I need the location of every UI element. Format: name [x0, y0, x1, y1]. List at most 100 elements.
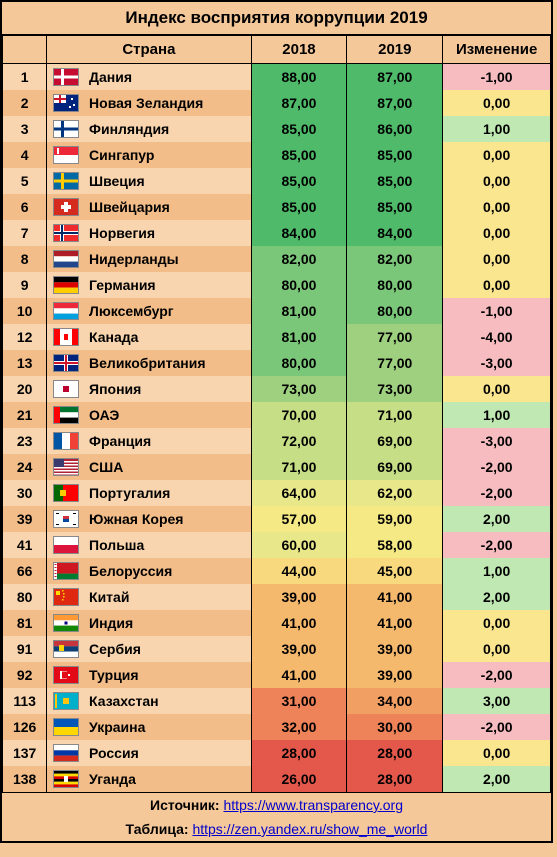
- flag-icon: [47, 194, 85, 220]
- y2019-cell: 82,00: [347, 246, 443, 272]
- y2018-cell: 84,00: [251, 220, 347, 246]
- flag-icon: [47, 324, 85, 350]
- table-row: 6Швейцария85,0085,000,00: [3, 194, 551, 220]
- flag-icon: [47, 220, 85, 246]
- y2019-cell: 73,00: [347, 376, 443, 402]
- change-cell: -1,00: [443, 298, 551, 324]
- y2018-cell: 81,00: [251, 324, 347, 350]
- country-cell: Белоруссия: [85, 558, 251, 584]
- table-row: 3Финляндия85,0086,001,00: [3, 116, 551, 142]
- country-cell: Индия: [85, 610, 251, 636]
- y2018-cell: 32,00: [251, 714, 347, 740]
- country-cell: Великобритания: [85, 350, 251, 376]
- rank-cell: 138: [3, 766, 47, 792]
- rank-cell: 8: [3, 246, 47, 272]
- change-cell: -2,00: [443, 480, 551, 506]
- col-2018: 2018: [251, 36, 347, 64]
- y2018-cell: 31,00: [251, 688, 347, 714]
- y2019-cell: 58,00: [347, 532, 443, 558]
- table-row: 7Норвегия84,0084,000,00: [3, 220, 551, 246]
- table-row: 113Казахстан31,0034,003,00: [3, 688, 551, 714]
- rank-cell: 41: [3, 532, 47, 558]
- country-cell: Новая Зеландия: [85, 90, 251, 116]
- change-cell: 1,00: [443, 558, 551, 584]
- y2019-cell: 87,00: [347, 90, 443, 116]
- rank-cell: 80: [3, 584, 47, 610]
- change-cell: 0,00: [443, 376, 551, 402]
- y2018-cell: 57,00: [251, 506, 347, 532]
- table-row: 138Уганда26,0028,002,00: [3, 766, 551, 792]
- flag-icon: [47, 506, 85, 532]
- country-cell: Уганда: [85, 766, 251, 792]
- y2018-cell: 41,00: [251, 610, 347, 636]
- rank-cell: 81: [3, 610, 47, 636]
- rank-cell: 126: [3, 714, 47, 740]
- table-row: 5Швеция85,0085,000,00: [3, 168, 551, 194]
- y2018-cell: 41,00: [251, 662, 347, 688]
- rank-cell: 20: [3, 376, 47, 402]
- country-cell: Швеция: [85, 168, 251, 194]
- table-row: 21ОАЭ70,0071,001,00: [3, 402, 551, 428]
- y2018-cell: 85,00: [251, 116, 347, 142]
- flag-icon: [47, 402, 85, 428]
- country-cell: Польша: [85, 532, 251, 558]
- change-cell: 1,00: [443, 116, 551, 142]
- country-cell: ОАЭ: [85, 402, 251, 428]
- y2019-cell: 77,00: [347, 324, 443, 350]
- rank-cell: 113: [3, 688, 47, 714]
- country-cell: США: [85, 454, 251, 480]
- change-cell: 0,00: [443, 636, 551, 662]
- table-row: 66Белоруссия44,0045,001,00: [3, 558, 551, 584]
- y2019-cell: 39,00: [347, 636, 443, 662]
- change-cell: 3,00: [443, 688, 551, 714]
- change-cell: 0,00: [443, 246, 551, 272]
- change-cell: 0,00: [443, 194, 551, 220]
- country-cell: Нидерланды: [85, 246, 251, 272]
- y2019-cell: 69,00: [347, 428, 443, 454]
- country-cell: Люксембург: [85, 298, 251, 324]
- table-row: 92Турция41,0039,00-2,00: [3, 662, 551, 688]
- y2019-cell: 59,00: [347, 506, 443, 532]
- flag-icon: [47, 116, 85, 142]
- y2018-cell: 85,00: [251, 168, 347, 194]
- flag-icon: [47, 532, 85, 558]
- change-cell: 0,00: [443, 220, 551, 246]
- table-row: 81Индия41,0041,000,00: [3, 610, 551, 636]
- rank-cell: 30: [3, 480, 47, 506]
- y2018-cell: 39,00: [251, 584, 347, 610]
- table-row: 137Россия28,0028,000,00: [3, 740, 551, 766]
- rank-cell: 5: [3, 168, 47, 194]
- table-row: 1Дания88,0087,00-1,00: [3, 64, 551, 91]
- rank-cell: 7: [3, 220, 47, 246]
- table-link[interactable]: https://zen.yandex.ru/show_me_world: [192, 821, 427, 837]
- country-cell: Южная Корея: [85, 506, 251, 532]
- y2018-cell: 80,00: [251, 350, 347, 376]
- y2019-cell: 85,00: [347, 168, 443, 194]
- flag-icon: [47, 662, 85, 688]
- y2018-cell: 39,00: [251, 636, 347, 662]
- rank-cell: 39: [3, 506, 47, 532]
- y2019-cell: 85,00: [347, 194, 443, 220]
- rank-cell: 92: [3, 662, 47, 688]
- change-cell: -2,00: [443, 454, 551, 480]
- flag-icon: [47, 350, 85, 376]
- table-title: Индекс восприятия коррупции 2019: [2, 2, 551, 35]
- y2019-cell: 71,00: [347, 402, 443, 428]
- country-cell: Финляндия: [85, 116, 251, 142]
- col-country: Страна: [47, 36, 251, 64]
- change-cell: 0,00: [443, 740, 551, 766]
- y2018-cell: 87,00: [251, 90, 347, 116]
- corruption-table: Страна 2018 2019 Изменение 1Дания88,0087…: [2, 35, 551, 792]
- col-rank: [3, 36, 47, 64]
- rank-cell: 4: [3, 142, 47, 168]
- y2018-cell: 72,00: [251, 428, 347, 454]
- y2019-cell: 85,00: [347, 142, 443, 168]
- flag-icon: [47, 688, 85, 714]
- flag-icon: [47, 90, 85, 116]
- country-cell: Португалия: [85, 480, 251, 506]
- source-link[interactable]: https://www.transparency.org: [224, 797, 403, 813]
- y2018-cell: 60,00: [251, 532, 347, 558]
- flag-icon: [47, 584, 85, 610]
- country-cell: Россия: [85, 740, 251, 766]
- y2018-cell: 73,00: [251, 376, 347, 402]
